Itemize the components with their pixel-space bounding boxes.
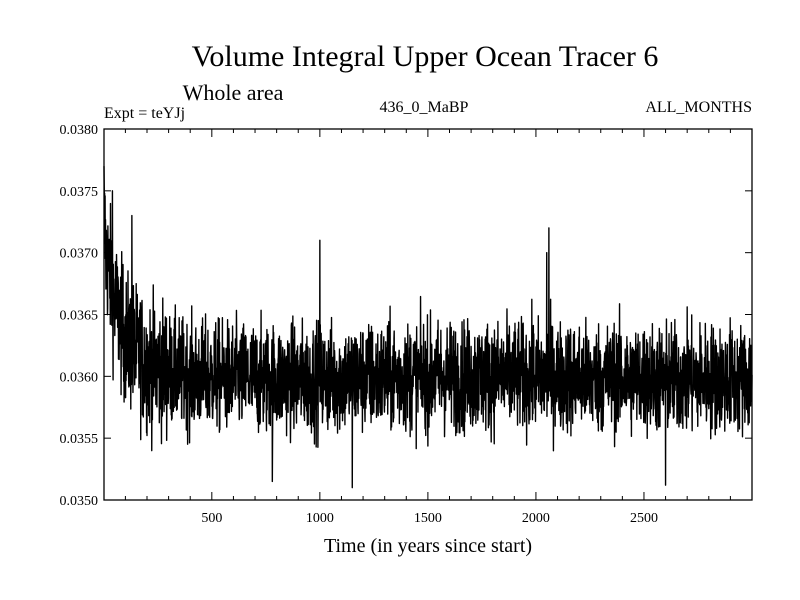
chart-subtitle: Whole area [183, 80, 284, 105]
x-axis-label: Time (in years since start) [324, 535, 532, 557]
x-tick-label: 1000 [306, 511, 334, 526]
y-tick-label: 0.0355 [60, 432, 99, 447]
y-tick-label: 0.0360 [60, 370, 99, 385]
y-tick-label: 0.0375 [60, 185, 99, 200]
plot-frame [103, 128, 753, 501]
x-tick-label: 1500 [414, 511, 442, 526]
y-tick-label: 0.0380 [60, 123, 99, 138]
series-line [103, 166, 753, 489]
plot-area [103, 166, 753, 489]
x-tick-label: 500 [201, 511, 222, 526]
y-tick-label: 0.0370 [60, 247, 99, 262]
expt-label: Expt = teYJj [104, 105, 185, 122]
chart-title: Volume Integral Upper Ocean Tracer 6 [192, 40, 659, 73]
period-label: 436_0_MaBP [380, 99, 469, 116]
x-tick-label: 2000 [522, 511, 550, 526]
months-label: ALL_MONTHS [645, 99, 752, 116]
y-tick-label: 0.0365 [60, 309, 99, 324]
x-tick-label: 2500 [630, 511, 658, 526]
y-tick-label: 0.0350 [60, 494, 99, 509]
